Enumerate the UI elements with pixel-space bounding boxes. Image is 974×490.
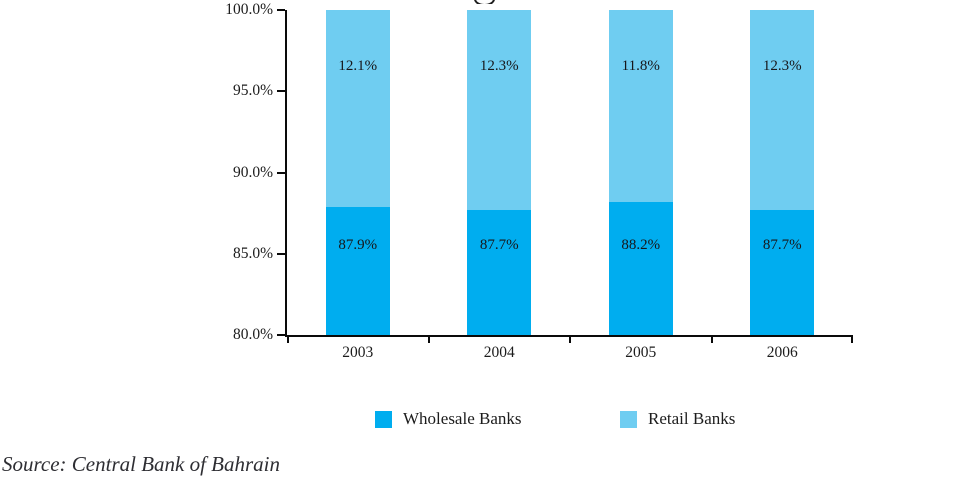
wholesale-banks-segment bbox=[467, 209, 532, 335]
retail-segment-value-label: 12.3% bbox=[479, 58, 519, 74]
legend-label-retail-banks: Retail Banks bbox=[648, 409, 736, 428]
retail-segment-value-label: 11.8% bbox=[621, 58, 660, 74]
y-axis-tick bbox=[277, 334, 285, 336]
x-axis-tick bbox=[851, 335, 853, 343]
y-axis-tick-label: 100.0% bbox=[225, 1, 273, 18]
y-axis-tick-label: 95.0% bbox=[232, 82, 273, 100]
wholesale-banks-swatch bbox=[375, 410, 392, 428]
wholesale-banks-segment bbox=[608, 201, 673, 335]
wholesale-segment-value-label: 88.2% bbox=[621, 237, 661, 253]
y-axis-tick-label: 80.0% bbox=[232, 326, 273, 343]
legend-item-wholesale-banks: Wholesale Banks bbox=[375, 409, 522, 429]
wholesale-banks-segment bbox=[325, 206, 390, 335]
x-axis-category-label: 2006 bbox=[766, 344, 798, 361]
retail-segment-value-label: 12.1% bbox=[338, 58, 378, 74]
wholesale-banks-segment bbox=[750, 209, 815, 335]
y-axis-tick bbox=[277, 171, 285, 174]
y-axis-tick bbox=[277, 252, 285, 255]
cropped-title-remnant bbox=[471, 0, 499, 4]
stacked-bar-2006: 12.3% 87.7% bbox=[750, 10, 815, 335]
x-axis-category-label: 2003 bbox=[342, 344, 374, 361]
y-axis-tick bbox=[277, 90, 285, 93]
plot-area: 100.0% 95.0% 90.0% 85.0% 80.0% 2003 12.1% 87.9%… bbox=[225, 1, 853, 361]
wholesale-segment-value-label: 87.7% bbox=[762, 237, 802, 253]
x-axis-tick bbox=[569, 335, 571, 343]
stacked-bar-2004: 12.3% 87.7% bbox=[467, 10, 532, 335]
legend-label-wholesale-banks: Wholesale Banks bbox=[403, 409, 522, 428]
x-axis-tick bbox=[710, 335, 713, 343]
retail-banks-segment bbox=[608, 10, 673, 202]
x-axis-category-label: 2004 bbox=[483, 344, 515, 361]
y-axis-tick-label: 85.0% bbox=[232, 244, 273, 262]
y-axis-tick-label: 90.0% bbox=[232, 163, 273, 181]
x-axis-tick bbox=[287, 335, 289, 343]
stacked-bar-2005: 11.8% 88.2% bbox=[608, 10, 673, 335]
wholesale-segment-value-label: 87.9% bbox=[338, 237, 378, 253]
cropped-title-glyph-fragment bbox=[474, 0, 495, 4]
stacked-bar-2003: 12.1% 87.9% bbox=[325, 10, 390, 335]
x-axis-category-label: 2005 bbox=[625, 344, 657, 361]
retail-banks-segment bbox=[750, 10, 815, 210]
retail-banks-segment bbox=[467, 10, 532, 210]
retail-banks-swatch bbox=[620, 410, 637, 428]
retail-segment-value-label: 12.3% bbox=[762, 58, 802, 74]
x-axis-tick bbox=[427, 335, 430, 343]
y-axis-tick bbox=[277, 9, 285, 11]
retail-banks-segment bbox=[325, 10, 390, 207]
legend-item-retail-banks: Retail Banks bbox=[620, 409, 735, 429]
wholesale-segment-value-label: 87.7% bbox=[479, 237, 519, 253]
source-note: Source: Central Bank of Bahrain bbox=[2, 452, 281, 476]
